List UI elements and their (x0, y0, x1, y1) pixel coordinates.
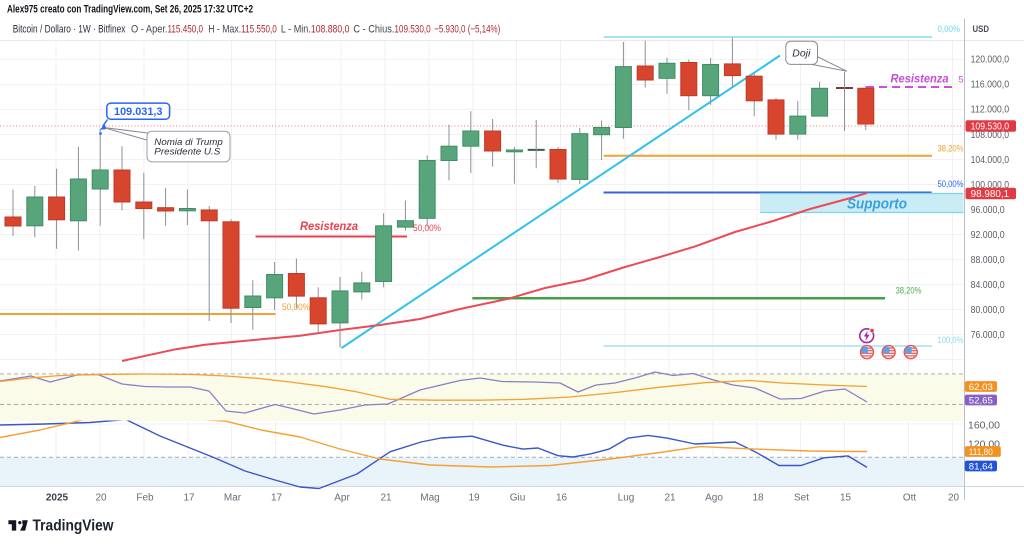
svg-text:Bitcoin / Dollaro · 1W · Bitfi: Bitcoin / Dollaro · 1W · Bitfinex (13, 24, 126, 36)
svg-text:Supporto: Supporto (847, 197, 907, 213)
svg-text:20: 20 (948, 493, 960, 504)
svg-text:100,0%: 100,0% (938, 335, 964, 345)
svg-text:120,00: 120,00 (968, 440, 1000, 451)
svg-text:L - Min.: L - Min. (281, 24, 311, 36)
svg-text:92.000,0: 92.000,0 (971, 230, 1005, 241)
svg-text:TradingView: TradingView (33, 518, 115, 535)
svg-text:Lug: Lug (618, 493, 635, 504)
svg-text:Mag: Mag (420, 493, 439, 504)
svg-text:80.000,0: 80.000,0 (971, 305, 1005, 316)
svg-text:Doji: Doji (792, 49, 811, 60)
svg-text:Alex975 creato con TradingView: Alex975 creato con TradingView.com, Set … (7, 4, 253, 16)
svg-text:109.530,0: 109.530,0 (394, 24, 430, 36)
svg-text:50,00%: 50,00% (938, 179, 964, 189)
svg-text:88.000,0: 88.000,0 (971, 255, 1005, 266)
svg-text:0,00%: 0,00% (938, 24, 961, 34)
svg-text:O - Aper.: O - Aper. (131, 24, 168, 36)
svg-text:2025: 2025 (46, 493, 69, 504)
svg-text:115.450,0: 115.450,0 (168, 24, 204, 36)
svg-text:21: 21 (380, 493, 392, 504)
svg-text:Ott: Ott (903, 493, 917, 504)
svg-text:21: 21 (664, 493, 676, 504)
svg-text:50,00%: 50,00% (413, 223, 441, 233)
svg-text:98.980,1: 98.980,1 (971, 189, 1010, 200)
svg-text:115.550,0: 115.550,0 (241, 24, 277, 36)
svg-text:20: 20 (95, 493, 107, 504)
svg-text:USD: USD (973, 24, 990, 35)
svg-text:38,20%: 38,20% (896, 286, 922, 296)
svg-text:111,80: 111,80 (969, 447, 993, 458)
svg-text:H - Max.: H - Max. (208, 24, 241, 36)
svg-text:109.530,0: 109.530,0 (971, 122, 1010, 133)
svg-text:Nomia di Trump: Nomia di Trump (154, 137, 223, 148)
svg-text:−5.930,0 (−5,14%): −5.930,0 (−5,14%) (434, 24, 500, 36)
svg-text:108.000,0: 108.000,0 (971, 130, 1010, 141)
svg-text:Feb: Feb (136, 493, 154, 504)
svg-text:104.000,0: 104.000,0 (971, 155, 1010, 166)
svg-text:C - Chius.: C - Chius. (353, 24, 394, 36)
svg-text:Mar: Mar (224, 493, 242, 504)
svg-text:120.000,0: 120.000,0 (971, 55, 1010, 66)
svg-text:Apr: Apr (334, 493, 350, 504)
svg-text:16: 16 (556, 493, 568, 504)
svg-text:112.000,0: 112.000,0 (971, 105, 1010, 116)
svg-text:17: 17 (271, 493, 283, 504)
svg-text:Ago: Ago (705, 493, 723, 504)
svg-text:18: 18 (752, 493, 764, 504)
svg-text:116.000,0: 116.000,0 (971, 80, 1010, 91)
svg-text:Giu: Giu (510, 493, 526, 504)
svg-text:17: 17 (183, 493, 195, 504)
svg-text:62,03: 62,03 (969, 382, 993, 393)
svg-text:Resistenza: Resistenza (300, 219, 358, 233)
svg-text:5: 5 (959, 75, 964, 85)
svg-text:Presidente U.S: Presidente U.S (154, 147, 221, 158)
svg-text:19: 19 (468, 493, 480, 504)
svg-text:38,20%: 38,20% (938, 144, 964, 154)
svg-text:100.000,0: 100.000,0 (971, 180, 1010, 191)
svg-text:108.880,0: 108.880,0 (311, 24, 350, 36)
svg-text:109.031,3: 109.031,3 (114, 106, 163, 118)
svg-text:Resistenza: Resistenza (891, 72, 949, 86)
svg-text:76.000,0: 76.000,0 (971, 330, 1005, 341)
svg-text:15: 15 (840, 493, 852, 504)
svg-text:52,65: 52,65 (969, 395, 993, 406)
svg-text:81,64: 81,64 (969, 461, 993, 472)
svg-text:84.000,0: 84.000,0 (971, 280, 1005, 291)
svg-text:96.000,0: 96.000,0 (971, 205, 1005, 216)
svg-text:160,00: 160,00 (968, 421, 1000, 432)
svg-text:Set: Set (794, 493, 809, 504)
